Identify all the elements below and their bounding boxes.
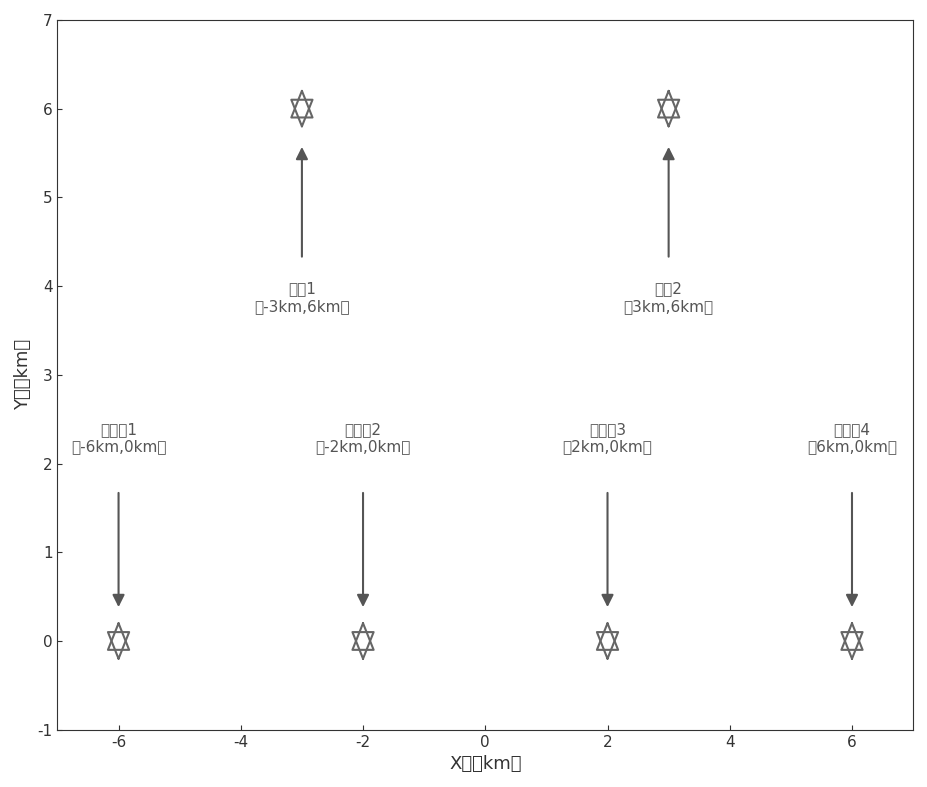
X-axis label: X轴（km）: X轴（km） bbox=[449, 755, 522, 773]
Text: 观测圴4
（6km,0km）: 观测圴4 （6km,0km） bbox=[807, 423, 897, 455]
Text: 观测圴3
（2km,0km）: 观测圴3 （2km,0km） bbox=[563, 423, 653, 455]
Text: 目朇2
（3km,6km）: 目朇2 （3km,6km） bbox=[624, 282, 714, 314]
Text: 观测圴2
（-2km,0km）: 观测圴2 （-2km,0km） bbox=[315, 423, 411, 455]
Text: 观测圴1
（-6km,0km）: 观测圴1 （-6km,0km） bbox=[70, 423, 166, 455]
Y-axis label: Y轴（km）: Y轴（km） bbox=[14, 339, 32, 410]
Text: 目朇1
（-3km,6km）: 目朇1 （-3km,6km） bbox=[254, 282, 349, 314]
